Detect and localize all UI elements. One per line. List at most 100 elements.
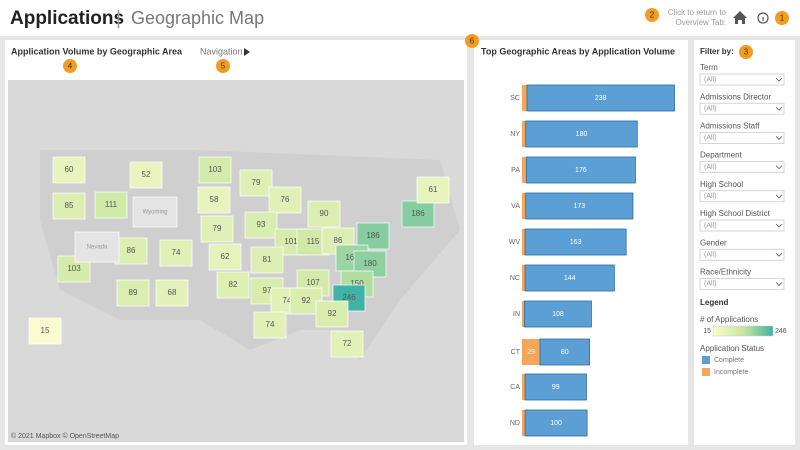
state-label: 92 — [302, 296, 311, 305]
filter-value: (All) — [704, 222, 716, 229]
state-cell[interactable] — [52, 156, 86, 184]
state-cell[interactable] — [307, 200, 341, 228]
bar-segment[interactable] — [524, 409, 588, 437]
category-label: NC — [510, 275, 520, 282]
bar-segment[interactable] — [525, 192, 634, 220]
bar-segment[interactable] — [522, 157, 527, 183]
filter-label: High School — [700, 180, 743, 189]
bar-value-label: 99 — [552, 384, 560, 391]
navigation-label[interactable]: Navigation — [200, 46, 243, 56]
state-cell[interactable] — [216, 271, 250, 299]
filter-dropdown[interactable] — [699, 248, 785, 261]
bar-segment[interactable] — [524, 300, 592, 328]
state-cell[interactable] — [94, 191, 128, 219]
dropdown-arrow — [775, 223, 783, 228]
bar-segment[interactable] — [522, 410, 526, 436]
state-cell[interactable] — [250, 246, 284, 274]
state-cell[interactable] — [129, 161, 163, 189]
state-cell[interactable] — [244, 211, 278, 239]
bar-segment[interactable] — [524, 373, 587, 401]
legend-swatch — [702, 368, 710, 376]
category-label: NY — [510, 131, 520, 138]
bar-segment[interactable] — [522, 85, 527, 111]
state-cell[interactable] — [197, 186, 231, 214]
bar-segment[interactable] — [522, 193, 526, 219]
filter-dropdown[interactable] — [699, 102, 785, 115]
navigation-arrow[interactable] — [244, 48, 250, 56]
bar-segment[interactable] — [522, 265, 526, 291]
state-cell[interactable] — [315, 300, 349, 328]
bar-segment[interactable] — [525, 156, 636, 184]
legend-swatch — [702, 356, 710, 364]
header-title: Applications — [10, 8, 124, 29]
bar-segment[interactable] — [526, 84, 675, 112]
badge — [216, 59, 230, 73]
dropdown-arrow — [775, 106, 783, 111]
home-icon[interactable] — [733, 11, 747, 24]
state-cell-empty — [132, 196, 178, 228]
filter-dropdown[interactable] — [699, 219, 785, 232]
bar-value-label: 108 — [552, 311, 564, 318]
state-cell[interactable] — [114, 237, 148, 265]
state-label: 61 — [429, 185, 438, 194]
state-label: 74 — [172, 248, 181, 257]
state-label: 74 — [283, 296, 292, 305]
state-cell[interactable] — [401, 200, 435, 228]
place-label: Wyoming — [143, 210, 168, 216]
filter-dropdown[interactable] — [699, 161, 785, 173]
state-label: 186 — [366, 231, 380, 240]
badge — [739, 45, 753, 59]
badge — [775, 11, 789, 25]
filter-dropdown[interactable] — [699, 190, 785, 203]
bar-segment[interactable] — [522, 374, 526, 400]
bar-segment[interactable] — [522, 121, 526, 147]
state-label: 68 — [168, 288, 177, 297]
state-label: 81 — [263, 255, 272, 264]
bar-value-label: 80 — [561, 349, 569, 356]
bar-segment[interactable] — [524, 228, 627, 256]
filter-dropdown[interactable] — [699, 278, 785, 290]
filter-label: Term — [700, 63, 718, 72]
state-cell[interactable] — [253, 311, 287, 339]
badge — [645, 8, 659, 22]
state-label: 115 — [307, 237, 320, 246]
scale-max: 246 — [775, 328, 787, 335]
filter-value: (All) — [704, 106, 716, 113]
dropdown-arrow — [775, 282, 783, 286]
filter-dropdown[interactable] — [699, 132, 785, 144]
dropdown-arrow — [775, 165, 783, 170]
state-cell[interactable] — [208, 243, 242, 271]
bar-segment[interactable] — [522, 229, 526, 255]
state-label: 72 — [343, 339, 352, 348]
state-cell[interactable] — [155, 279, 189, 307]
state-label: 92 — [328, 309, 337, 318]
bar-segment[interactable] — [522, 301, 525, 327]
state-label: 186 — [411, 209, 425, 218]
state-label: 101 — [284, 237, 298, 246]
map-attribution: © 2021 Mapbox © OpenStreetMap — [11, 432, 119, 440]
state-cell[interactable] — [200, 215, 234, 243]
status-legend: Complete Incomplete — [702, 356, 748, 376]
info-icon[interactable] — [757, 12, 769, 24]
state-cell[interactable] — [198, 156, 232, 184]
bar-value-label: 163 — [570, 239, 582, 246]
return-text: Overview Tab: — [675, 18, 726, 27]
state-cell[interactable] — [159, 239, 193, 267]
state-label: 89 — [129, 288, 138, 297]
state-cell[interactable] — [416, 176, 450, 204]
state-label: 90 — [320, 209, 329, 218]
state-cell[interactable] — [239, 169, 273, 197]
state-cell[interactable] — [268, 186, 302, 214]
bar-segment[interactable] — [525, 120, 638, 148]
state-cell[interactable] — [116, 279, 150, 307]
state-cell[interactable] — [330, 330, 364, 358]
status-title: Application Status — [700, 344, 764, 353]
category-label: CT — [511, 349, 521, 356]
filter-dropdown[interactable] — [699, 73, 785, 86]
state-cell[interactable] — [57, 255, 91, 283]
bar-segment[interactable] — [539, 338, 590, 366]
state-cell[interactable] — [28, 317, 62, 345]
bar-segment[interactable] — [524, 264, 615, 292]
state-cell[interactable] — [52, 192, 86, 220]
bar-segment[interactable] — [522, 339, 540, 365]
